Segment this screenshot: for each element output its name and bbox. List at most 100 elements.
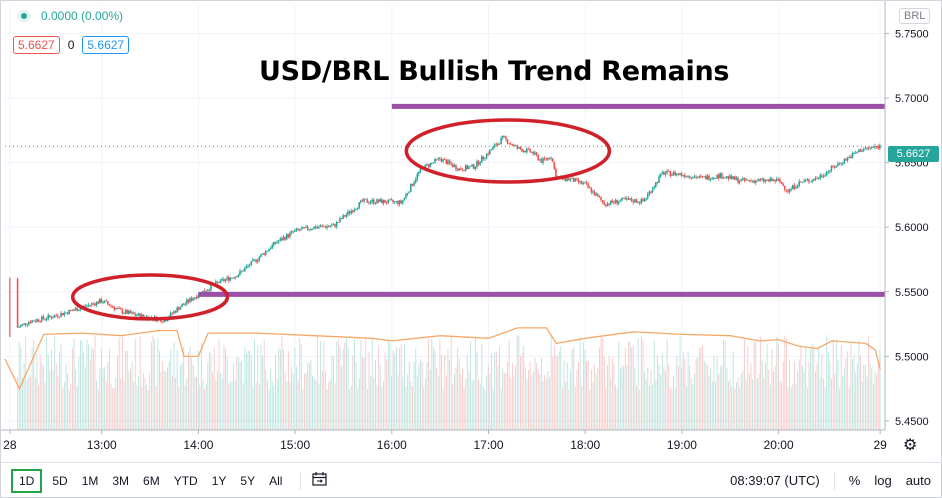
green-dot-icon: [21, 13, 27, 19]
price-chart[interactable]: 5.75005.70005.65005.60005.55005.50005.45…: [1, 1, 941, 461]
volume-bar: [379, 364, 381, 430]
volume-bar: [716, 356, 718, 430]
volume-bar: [634, 367, 636, 430]
volume-bar: [133, 382, 135, 430]
candle-body: [501, 135, 504, 139]
candle-body: [672, 172, 675, 175]
volume-bar: [773, 371, 774, 430]
candle-body: [140, 314, 143, 319]
volume-bar: [255, 382, 257, 430]
volume-bar: [486, 375, 488, 430]
timeframe-ytd[interactable]: YTD: [173, 473, 198, 488]
volume-bar: [142, 373, 144, 430]
candle-body: [472, 164, 475, 169]
candle-body: [456, 169, 459, 171]
gear-icon[interactable]: ⚙: [903, 437, 918, 454]
ask-price[interactable]: 5.6627: [82, 36, 130, 54]
utc-clock[interactable]: 08:39:07 (UTC): [730, 473, 820, 488]
candle-body: [302, 227, 304, 229]
candle-body: [514, 145, 517, 146]
candle-body: [397, 201, 399, 205]
volume-bar: [794, 361, 795, 430]
candle-body: [596, 193, 599, 196]
percent-toggle[interactable]: %: [848, 473, 861, 488]
candle-body: [34, 321, 37, 323]
x-tick-label: 28: [3, 438, 17, 452]
timeframe-5d[interactable]: 5D: [52, 473, 68, 488]
candle-body: [640, 199, 643, 204]
volume-bar: [447, 348, 449, 430]
volume-bar: [605, 387, 607, 430]
candle-body: [519, 147, 522, 150]
timeframe-1m[interactable]: 1M: [81, 473, 99, 488]
volume-bar: [331, 355, 333, 430]
candle-body: [621, 197, 623, 201]
volume-bar: [384, 352, 386, 430]
timeframe-1d[interactable]: 1D: [11, 468, 43, 493]
volume-bar: [44, 382, 46, 430]
timeframe-5y[interactable]: 5Y: [240, 473, 256, 488]
currency-badge[interactable]: BRL: [899, 8, 931, 24]
timeframe-all[interactable]: All: [269, 473, 283, 488]
candle-body: [511, 144, 514, 146]
candle-body: [850, 156, 852, 159]
timeframe-1y[interactable]: 1Y: [211, 473, 227, 488]
candle-body: [393, 201, 396, 203]
candle-body: [792, 185, 794, 190]
candle-body: [118, 308, 120, 309]
volume-bar: [329, 379, 331, 430]
volume-bar: [320, 341, 322, 430]
highlight-ellipse-2: [404, 118, 612, 184]
timeframe-3m[interactable]: 3M: [112, 473, 130, 488]
candle-body: [590, 187, 593, 193]
volume-bar: [806, 387, 808, 430]
candle-body: [31, 320, 33, 323]
volume-bar: [234, 380, 236, 430]
volume-bar: [297, 380, 299, 430]
candle-body: [516, 145, 519, 149]
candle-body: [239, 270, 241, 275]
volume-bar: [571, 349, 573, 430]
timeframe-6m[interactable]: 6M: [143, 473, 160, 488]
candle-body: [468, 166, 470, 169]
x-tick-label: 29: [873, 438, 887, 452]
volume-bar: [626, 364, 628, 430]
candle-body: [458, 168, 460, 171]
candle-body: [635, 199, 638, 203]
auto-toggle[interactable]: auto: [905, 473, 931, 488]
legend-header: 0.0000 (0.00%): [21, 9, 123, 23]
candle-body: [353, 209, 356, 212]
volume-bar: [792, 383, 794, 430]
volume-bar: [616, 388, 618, 430]
bid-price[interactable]: 5.6627: [13, 36, 60, 54]
volume-bar: [845, 358, 847, 430]
volume-bar: [566, 362, 568, 430]
candle-body: [274, 241, 277, 244]
candle-body: [538, 159, 541, 161]
candle-body: [603, 202, 606, 205]
volume-bar: [162, 360, 164, 430]
volume-bar: [879, 350, 881, 430]
candle-body: [806, 179, 809, 181]
volume-bar: [194, 376, 196, 430]
volume-bar: [679, 335, 681, 430]
candle-body: [276, 242, 278, 244]
toolbar-divider: [300, 471, 302, 490]
candle-body: [656, 182, 659, 183]
log-toggle[interactable]: log: [874, 473, 892, 488]
volume-bar: [682, 351, 684, 430]
candle-body: [542, 158, 544, 163]
candle-body: [721, 173, 723, 179]
volume-bar: [740, 373, 742, 430]
candle-body: [28, 322, 30, 325]
volume-bar: [774, 366, 776, 430]
candle-body: [764, 180, 767, 182]
volume-bar: [595, 373, 597, 430]
candle-body: [372, 199, 375, 204]
candle-body: [319, 225, 322, 228]
volume-bar: [777, 343, 779, 430]
volume-bar: [473, 380, 475, 430]
calendar-range-icon[interactable]: [311, 471, 329, 490]
volume-bar: [856, 363, 858, 430]
volume-bar: [724, 341, 726, 430]
